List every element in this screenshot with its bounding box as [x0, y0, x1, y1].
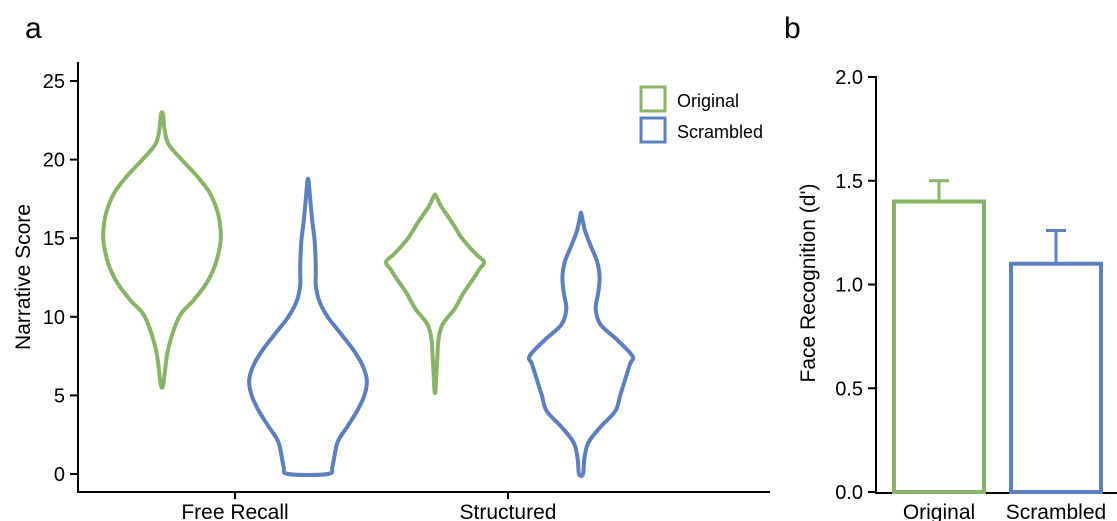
- y-axis-ticks: 0 5 10 15 20 25: [43, 71, 78, 486]
- x-axis-ticks: Free Recall Structured: [181, 492, 556, 521]
- bar-original: [892, 199, 986, 494]
- x-axis-ticks: Original Scrambled: [903, 501, 1106, 521]
- legend-label-original: Original: [677, 91, 739, 111]
- x-tick-label: Structured: [460, 501, 557, 521]
- y-tick-label: 5: [54, 385, 65, 407]
- panel-label-b: b: [784, 12, 801, 45]
- y-tick-label: 2.0: [835, 67, 863, 89]
- bar-chart: 0.0 0.5 1.0 1.5 2.0 Original Scrambled Face R…: [797, 67, 1117, 521]
- violin-chart: 0 5 10 15 20 25 Free Recall Structured Narrati…: [12, 62, 770, 521]
- legend-label-scrambled: Scrambled: [677, 122, 763, 142]
- x-tick-label: Free Recall: [181, 501, 288, 521]
- y-axis-label: Narrative Score: [12, 204, 35, 350]
- x-tick-label: Scrambled: [1006, 501, 1106, 521]
- violin-original-structured: [383, 192, 487, 396]
- y-tick-label: 10: [43, 307, 65, 329]
- y-tick-label: 1.0: [835, 275, 863, 297]
- bars: [892, 179, 1103, 494]
- y-axis-ticks: 0.0 0.5 1.0 1.5 2.0: [835, 67, 876, 504]
- y-tick-label: 1.5: [835, 171, 863, 193]
- y-tick-label: 0: [54, 464, 65, 486]
- y-axis-label: Face Recognition (d'): [797, 184, 820, 383]
- violin-original-free-recall: [101, 110, 223, 390]
- y-tick-label: 0.5: [835, 378, 863, 400]
- legend-swatch-original: [639, 85, 667, 113]
- panel-label-a: a: [25, 12, 42, 45]
- violin-scrambled-free-recall: [247, 176, 369, 477]
- y-tick-label: 15: [43, 228, 65, 250]
- y-tick-label: 25: [43, 71, 65, 93]
- violin-scrambled-structured: [526, 210, 636, 478]
- x-tick-label: Original: [903, 501, 975, 521]
- bar-scrambled: [1009, 261, 1103, 494]
- legend: Original Scrambled: [639, 85, 763, 144]
- y-tick-label: 0.0: [835, 482, 863, 504]
- legend-swatch-scrambled: [639, 116, 667, 144]
- y-tick-label: 20: [43, 150, 65, 172]
- violins: [101, 110, 636, 478]
